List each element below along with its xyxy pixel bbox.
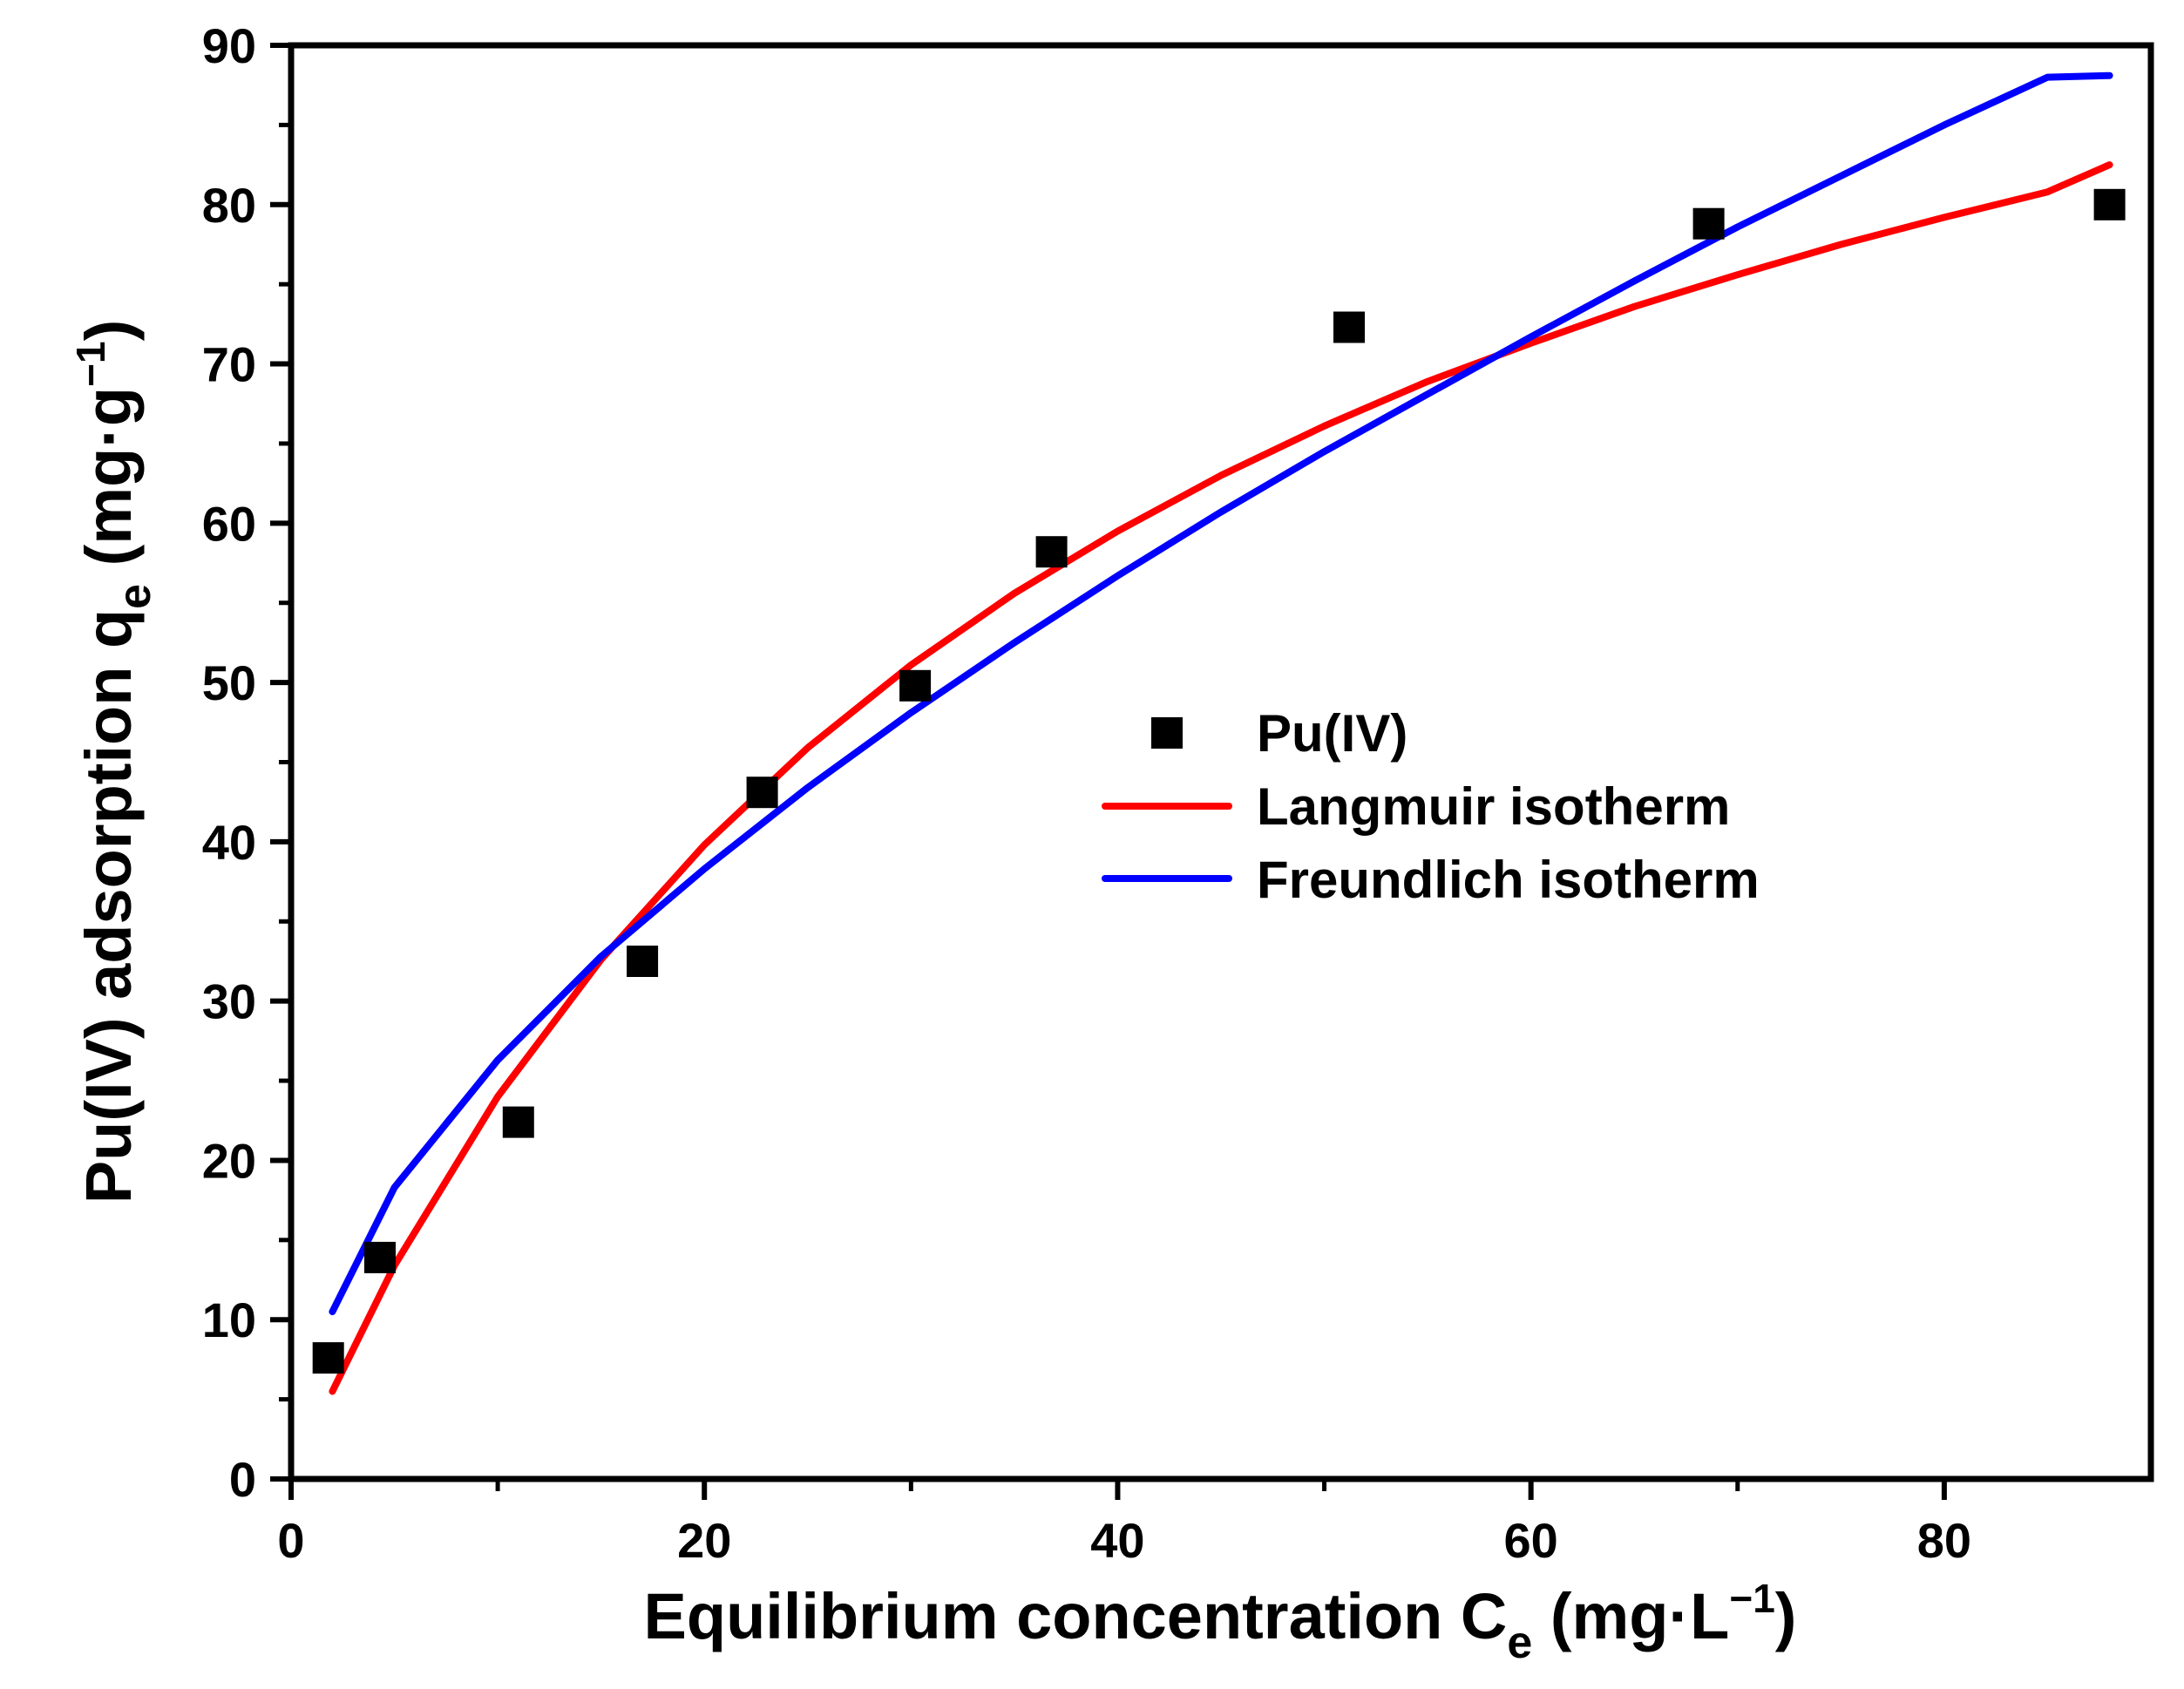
x-tick-label: 80 — [1917, 1513, 1971, 1568]
y-tick-label: 70 — [202, 337, 256, 392]
y-tick-label: 40 — [202, 815, 256, 870]
x-tick-label: 20 — [677, 1513, 731, 1568]
legend-label-langmuir: Langmuir isotherm — [1257, 777, 1730, 836]
data-point — [627, 946, 659, 977]
data-point — [1035, 536, 1068, 568]
y-tick-label: 20 — [202, 1133, 256, 1188]
data-point — [1692, 207, 1725, 240]
data-point — [1333, 311, 1365, 343]
x-tick-label: 60 — [1504, 1513, 1558, 1568]
y-tick-label: 30 — [202, 974, 256, 1029]
legend-label-pu-iv: Pu(IV) — [1257, 704, 1407, 763]
series-layer — [312, 71, 2126, 1395]
data-point — [312, 1342, 344, 1374]
y-tick-label: 10 — [202, 1292, 256, 1347]
ticks-layer: 0 20 40 60 80 0 10 20 30 40 50 60 70 80 90 — [202, 18, 1971, 1568]
data-point — [2093, 188, 2126, 220]
data-point — [899, 669, 932, 702]
y-tick-label: 90 — [202, 18, 256, 73]
data-point — [502, 1106, 534, 1138]
y-tick-label: 60 — [202, 496, 256, 551]
x-tick-label: 0 — [277, 1513, 304, 1568]
legend: Pu(IV) Langmuir isotherm Freundlich isot… — [1102, 704, 1760, 909]
y-tick-label: 0 — [229, 1452, 256, 1507]
legend-marker-pu-iv — [1151, 717, 1183, 749]
y-tick-label: 80 — [202, 178, 256, 233]
series-line-freundlich-isotherm — [329, 71, 2113, 1316]
data-point — [746, 777, 778, 809]
y-axis-title: Pu(IV) adsorption qe (mg·g−1) — [68, 320, 160, 1204]
x-axis-title: Equilibrium concentration Ce (mg·L−1) — [644, 1576, 1797, 1668]
legend-label-freundlich: Freundlich isotherm — [1257, 851, 1760, 909]
x-tick-label: 40 — [1090, 1513, 1144, 1568]
y-tick-label: 50 — [202, 655, 256, 710]
data-point — [364, 1241, 396, 1273]
